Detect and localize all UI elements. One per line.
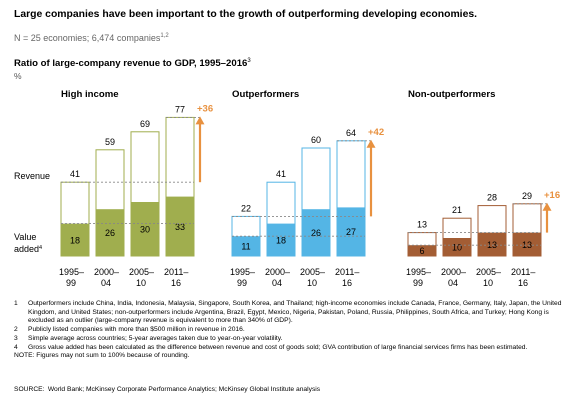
category-label: 2011– — [335, 267, 359, 277]
category-label: 2011– — [511, 267, 535, 277]
row-label-value-line2: added4 — [14, 244, 42, 254]
footnote-number: 3 — [14, 334, 18, 342]
category-label: 1995– — [59, 267, 84, 277]
footnote-text: Simple average across countries; 5-year … — [28, 334, 283, 342]
category-label: 1995– — [230, 267, 255, 277]
value-added-bar — [232, 236, 260, 256]
revenue-label: 13 — [417, 220, 427, 230]
category-label: 16 — [518, 278, 528, 288]
value-added-bar — [408, 245, 436, 256]
chart-title-footnote-ref: 3 — [247, 58, 251, 64]
value-added-label: 11 — [241, 242, 250, 252]
value-added-label: 26 — [311, 228, 321, 238]
category-label: 99 — [413, 278, 423, 288]
footnote-3: 3 Simple average across countries; 5-year… — [14, 335, 570, 344]
growth-label: +42 — [368, 127, 384, 138]
rounding-note: NOTE: Figures may not sum to 100% becaus… — [14, 352, 190, 360]
category-label: 99 — [237, 278, 247, 288]
footnote-number: 2 — [14, 326, 18, 334]
category-label: 04 — [272, 278, 282, 288]
page-title: Large companies have been important to t… — [14, 9, 478, 20]
value-added-label: 18 — [70, 235, 80, 245]
growth-arrow-head — [542, 202, 552, 211]
sample-size-note: N = 25 economies; 6,474 companies1,2 — [14, 33, 169, 43]
category-label: 2005– — [129, 267, 154, 277]
category-label: 2005– — [300, 267, 325, 277]
footnote-2: 2 Publicly listed companies with more tha… — [14, 326, 570, 335]
value-added-bar — [478, 232, 506, 256]
revenue-label: 60 — [311, 135, 321, 145]
value-added-bar — [443, 238, 471, 256]
category-label: 10 — [307, 278, 317, 288]
unit-label: % — [14, 71, 22, 81]
category-label: 16 — [342, 278, 352, 288]
footnote-text: Outperformers include China, India, Indo… — [28, 300, 562, 325]
category-label: 04 — [448, 278, 458, 288]
value-added-bar — [337, 207, 365, 256]
revenue-label: 21 — [452, 205, 462, 215]
value-added-bar — [61, 223, 89, 256]
footnote-text: Gross value added has been calculated as… — [28, 343, 528, 351]
group-title: Non-outperformers — [408, 89, 495, 100]
footnote-1: 1 Outperformers include China, India, Ind… — [14, 300, 570, 326]
source-line: SOURCE: World Bank; McKinsey Corporate P… — [14, 386, 321, 393]
growth-arrow-head — [195, 116, 205, 125]
value-added-label: 30 — [140, 225, 150, 235]
revenue-label: 77 — [175, 104, 185, 114]
value-added-label: 13 — [522, 240, 532, 250]
sample-size-text: N = 25 economies; 6,474 companies — [14, 33, 161, 43]
footnote-text: Publicly listed companies with more than… — [28, 326, 245, 334]
revenue-label: 22 — [241, 203, 251, 213]
revenue-label: 41 — [276, 169, 286, 179]
value-added-label: 33 — [175, 222, 185, 232]
category-label: 2000– — [94, 267, 119, 277]
value-added-bar — [513, 232, 541, 256]
value-added-label: 26 — [105, 228, 115, 238]
growth-label: +16 — [544, 190, 560, 201]
category-label: 10 — [136, 278, 146, 288]
category-label: 2000– — [441, 267, 466, 277]
value-added-label: 10 — [452, 243, 462, 253]
chart-title: Ratio of large-company revenue to GDP, 1… — [14, 58, 251, 69]
category-label: 16 — [171, 278, 181, 288]
footnote-4: 4 Gross value added has been calculated a… — [14, 344, 570, 353]
row-label-value-line1: Value — [14, 232, 36, 242]
sample-size-footnote-ref: 1,2 — [160, 33, 169, 39]
category-label: 04 — [101, 278, 111, 288]
value-added-bar — [166, 196, 194, 256]
revenue-label: 64 — [346, 128, 356, 138]
row-label-footnote-ref: 4 — [39, 245, 42, 251]
growth-arrow-head — [366, 139, 376, 148]
value-added-label: 6 — [419, 246, 424, 256]
group-title: High income — [61, 89, 119, 100]
category-label: 10 — [483, 278, 493, 288]
value-added-bar — [267, 223, 295, 256]
revenue-label: 69 — [140, 119, 150, 129]
value-added-bar — [131, 202, 159, 256]
category-label: 2000– — [265, 267, 290, 277]
revenue-label: 59 — [105, 137, 115, 147]
revenue-label: 41 — [70, 169, 80, 179]
group-title: Outperformers — [232, 89, 299, 100]
row-label-revenue: Revenue — [14, 171, 50, 181]
value-added-label: 18 — [276, 235, 286, 245]
category-label: 99 — [66, 278, 76, 288]
revenue-label: 28 — [487, 193, 497, 203]
footnote-number: 4 — [14, 343, 18, 351]
growth-label: +36 — [197, 103, 213, 114]
footnotes: 1 Outperformers include China, India, Ind… — [14, 300, 570, 361]
value-added-bar — [302, 209, 330, 256]
value-added-bar — [96, 209, 124, 256]
category-label: 2005– — [476, 267, 501, 277]
footnote-number: 1 — [14, 300, 18, 307]
revenue-label: 29 — [522, 191, 532, 201]
value-added-label: 27 — [346, 227, 356, 237]
category-label: 1995– — [406, 267, 431, 277]
category-label: 2011– — [164, 267, 188, 277]
chart-title-text: Ratio of large-company revenue to GDP, 1… — [14, 58, 248, 70]
